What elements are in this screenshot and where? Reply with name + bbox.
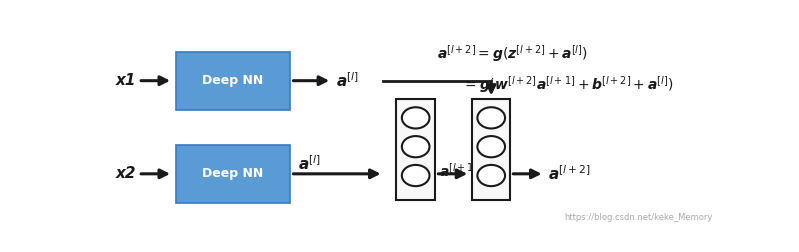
Text: $\mathbfit{a}^{[l+1]}$: $\mathbfit{a}^{[l+1]}$ [439,162,479,180]
Text: $= \mathbfit{g}(\mathbfit{w}^{[l+2]}\mathbfit{a}^{[l+1]} + \mathbfit{b}^{[l+2]} : $= \mathbfit{g}(\mathbfit{w}^{[l+2]}\mat… [462,74,674,95]
Text: https://blog.csdn.net/keke_Memory: https://blog.csdn.net/keke_Memory [565,213,713,222]
Ellipse shape [478,165,505,186]
Text: x2: x2 [115,166,136,181]
Ellipse shape [402,107,430,129]
Ellipse shape [402,136,430,157]
Bar [176,52,290,110]
Text: Deep NN: Deep NN [202,167,264,180]
Bar [472,99,511,200]
Text: $\mathbfit{a}^{[l+2]}$: $\mathbfit{a}^{[l+2]}$ [548,165,591,183]
Ellipse shape [478,136,505,157]
Text: $\mathbfit{a}^{[l+2]} = \mathbfit{g}(\mathbfit{z}^{[l+2]} + \mathbfit{a}^{[l]})$: $\mathbfit{a}^{[l+2]} = \mathbfit{g}(\ma… [437,43,588,64]
Text: $\mathbfit{a}^{[l]}$: $\mathbfit{a}^{[l]}$ [336,71,360,90]
Bar [396,99,435,200]
Ellipse shape [402,165,430,186]
Ellipse shape [478,107,505,129]
Text: x1: x1 [115,73,136,88]
Text: Deep NN: Deep NN [202,74,264,87]
Bar [176,145,290,203]
Text: $\mathbfit{a}^{[l]}$: $\mathbfit{a}^{[l]}$ [298,154,321,173]
